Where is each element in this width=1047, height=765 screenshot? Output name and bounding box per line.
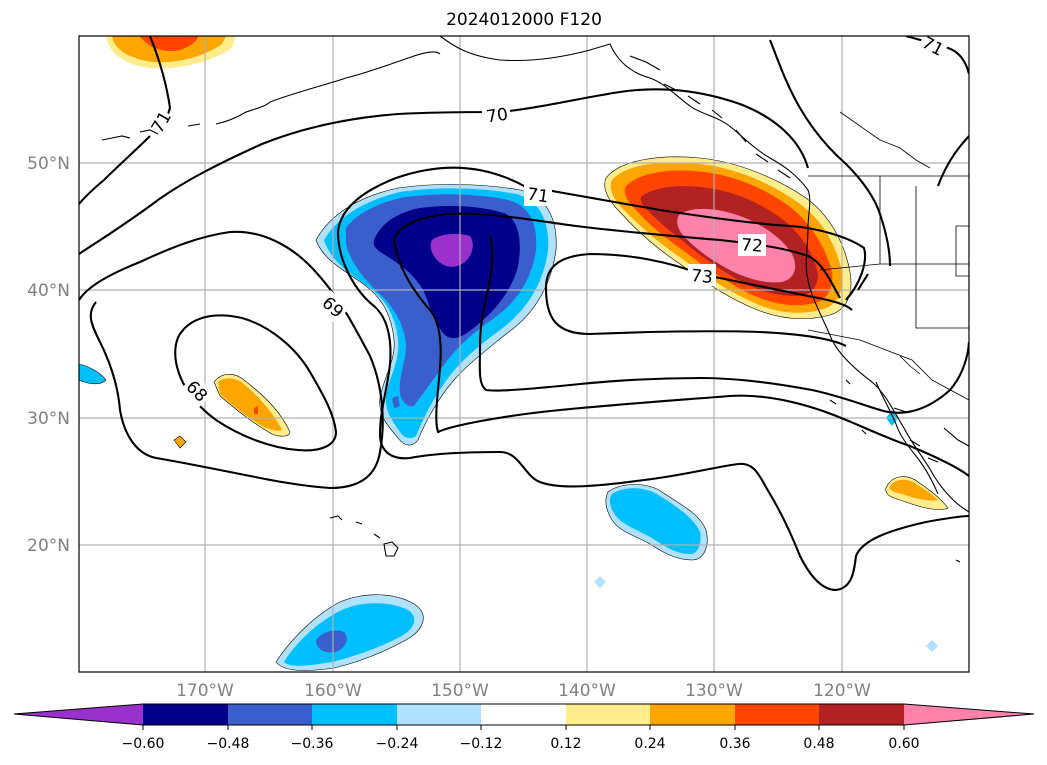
- colorbar-tick-label: 0.48: [803, 736, 834, 752]
- map-background: [79, 36, 969, 672]
- colorbar-segment: [650, 704, 735, 725]
- contour-label-70: 70: [485, 105, 509, 128]
- contour-lines: [79, 36, 969, 592]
- anomaly-field-positive-southeast: [885, 476, 949, 510]
- contour-72: [392, 212, 841, 299]
- colorbar-segment: [819, 704, 904, 725]
- colorbar-tick-label: −0.24: [376, 736, 419, 752]
- lon-label-170w: 170°W: [176, 681, 234, 701]
- lat-label-40n: 40°N: [27, 281, 70, 301]
- contour-71-central-lower: [336, 231, 969, 592]
- contour-71-northwest: [149, 36, 172, 121]
- contour-69: [79, 230, 384, 490]
- contour-71-northeast: [769, 36, 969, 267]
- contour-label-71-central: 71: [526, 185, 550, 208]
- contour-73: [478, 235, 969, 414]
- colorbar-segment: [735, 704, 819, 725]
- map-content: 71 70 71 72 73 69 68 71: [79, 36, 969, 672]
- colorbar-tick-label: −0.36: [291, 736, 334, 752]
- lat-label-30n: 30°N: [27, 409, 70, 429]
- borders: [807, 111, 969, 401]
- colorbar-extend-high: [904, 704, 1034, 725]
- colorbar-segment: [312, 704, 397, 725]
- map-title: 2024012000 F120: [446, 10, 602, 30]
- lon-label-160w: 160°W: [304, 681, 362, 701]
- lon-label-120w: 120°W: [813, 681, 871, 701]
- colorbar-tick-label: −0.12: [460, 736, 503, 752]
- lat-label-50n: 50°N: [27, 154, 70, 174]
- anomaly-field-negative-south: [79, 363, 938, 671]
- contour-label-72: 72: [740, 235, 763, 256]
- colorbar-tick-label: −0.48: [207, 736, 250, 752]
- contour-73-inner: [544, 252, 853, 347]
- contour-71-northwest-lower: [79, 135, 151, 205]
- colorbar-segment: [481, 704, 566, 725]
- colorbar-segment: [566, 704, 650, 725]
- contour-71-central: [336, 166, 869, 301]
- lat-label-20n: 20°N: [27, 536, 70, 556]
- longitude-labels: 170°W 160°W 150°W 140°W 130°W 120°W: [176, 681, 871, 701]
- anomaly-field-positive-northeast: [604, 156, 852, 320]
- lon-label-130w: 130°W: [685, 681, 743, 701]
- colorbar-tick-label: 0.12: [550, 736, 581, 752]
- contour-70: [79, 88, 810, 255]
- lon-label-150w: 150°W: [431, 681, 489, 701]
- colorbar-tick-label: 0.36: [719, 736, 750, 752]
- colorbar: −0.60 −0.48 −0.36 −0.24 −0.12 0.12 0.24 …: [13, 703, 1035, 752]
- lon-label-140w: 140°W: [558, 681, 616, 701]
- colorbar-ticks: [142, 725, 905, 730]
- colorbar-tick-label: 0.60: [888, 736, 919, 752]
- contour-label-73: 73: [690, 266, 714, 288]
- colorbar-segment: [228, 704, 312, 725]
- latitude-labels: 50°N 40°N 30°N 20°N: [27, 154, 70, 556]
- colorbar-tick-label: 0.24: [634, 736, 665, 752]
- colorbar-extend-low: [14, 704, 143, 725]
- contour-68: [174, 314, 338, 452]
- map-frame: [78, 35, 970, 673]
- colorbar-tick-label: −0.60: [122, 736, 165, 752]
- contour-72-lower: [392, 239, 969, 477]
- colorbar-segment: [143, 704, 228, 725]
- colorbar-segment: [397, 704, 481, 725]
